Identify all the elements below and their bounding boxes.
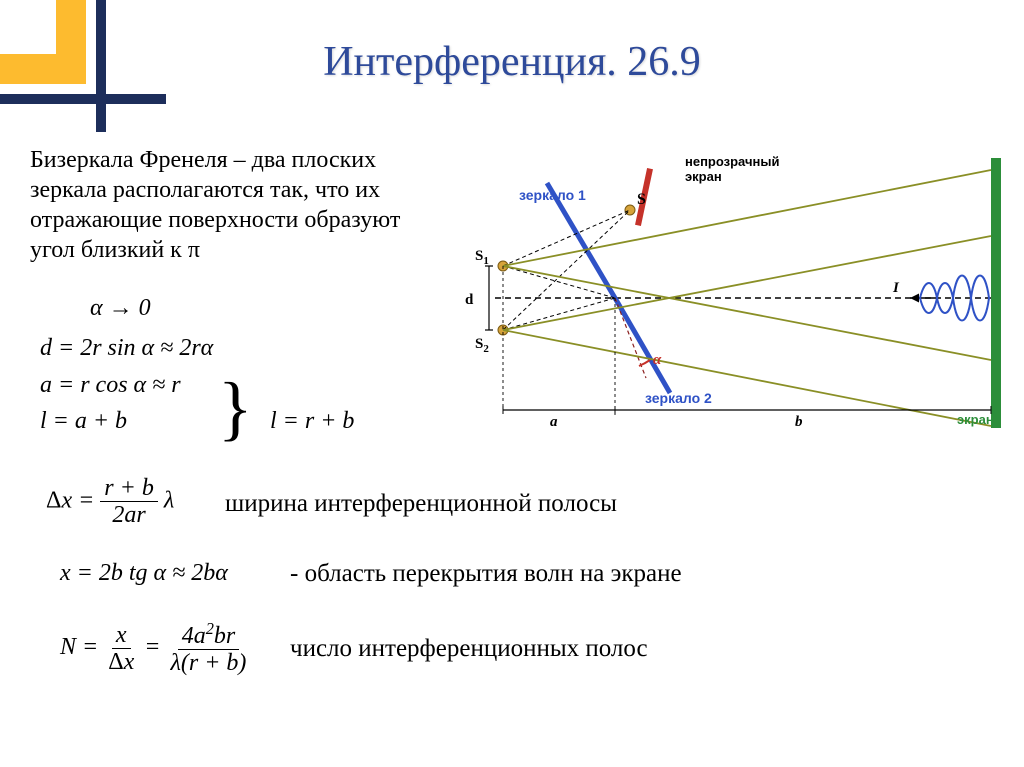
label-mirror2: зеркало 2 <box>645 390 712 406</box>
formula-deltax: Δx = r + b 2ar λ <box>46 475 174 529</box>
label-count: число интерференционных полос <box>290 635 648 663</box>
intro-paragraph: Бизеркала Френеля – два плоских зеркала … <box>30 145 425 265</box>
brace-icon: } <box>218 380 253 438</box>
label-opaque-2: экран <box>685 169 722 184</box>
label-alpha: α <box>653 352 662 368</box>
label-overlap: - область перекрытия волн на экране <box>290 560 682 588</box>
label-width: ширина интерференционной полосы <box>225 490 617 518</box>
formula-l2: l = r + b <box>270 408 354 435</box>
formula-d: d = 2r sin α ≈ 2rα <box>40 335 213 362</box>
formula-x: x = 2b tg α ≈ 2bα <box>60 560 228 587</box>
formula-l1: l = a + b <box>40 408 127 435</box>
label-a: a <box>550 414 558 430</box>
label-b: b <box>795 414 803 430</box>
formula-N: N = x Δx = 4a2br λ(r + b) <box>60 620 250 677</box>
formula-a: a = r cos α ≈ r <box>40 372 181 399</box>
label-mirror1: зеркало 1 <box>519 187 586 203</box>
label-S: S <box>637 191 646 208</box>
label-I: I <box>892 280 900 296</box>
label-S2: S2 <box>475 336 489 355</box>
decor-navy-h <box>0 94 166 104</box>
fresnel-bimirror-diagram: S S1 S2 d a b α I зеркало 1 зеркало 2 не… <box>455 148 1015 438</box>
label-screen: экран <box>957 412 994 427</box>
label-d: d <box>465 292 474 308</box>
formula-alpha: α → 0 <box>90 295 151 322</box>
label-S1: S1 <box>475 248 489 267</box>
page-title: Интерференция. 26.9 <box>0 38 1024 86</box>
label-opaque-1: непрозрачный <box>685 154 779 169</box>
